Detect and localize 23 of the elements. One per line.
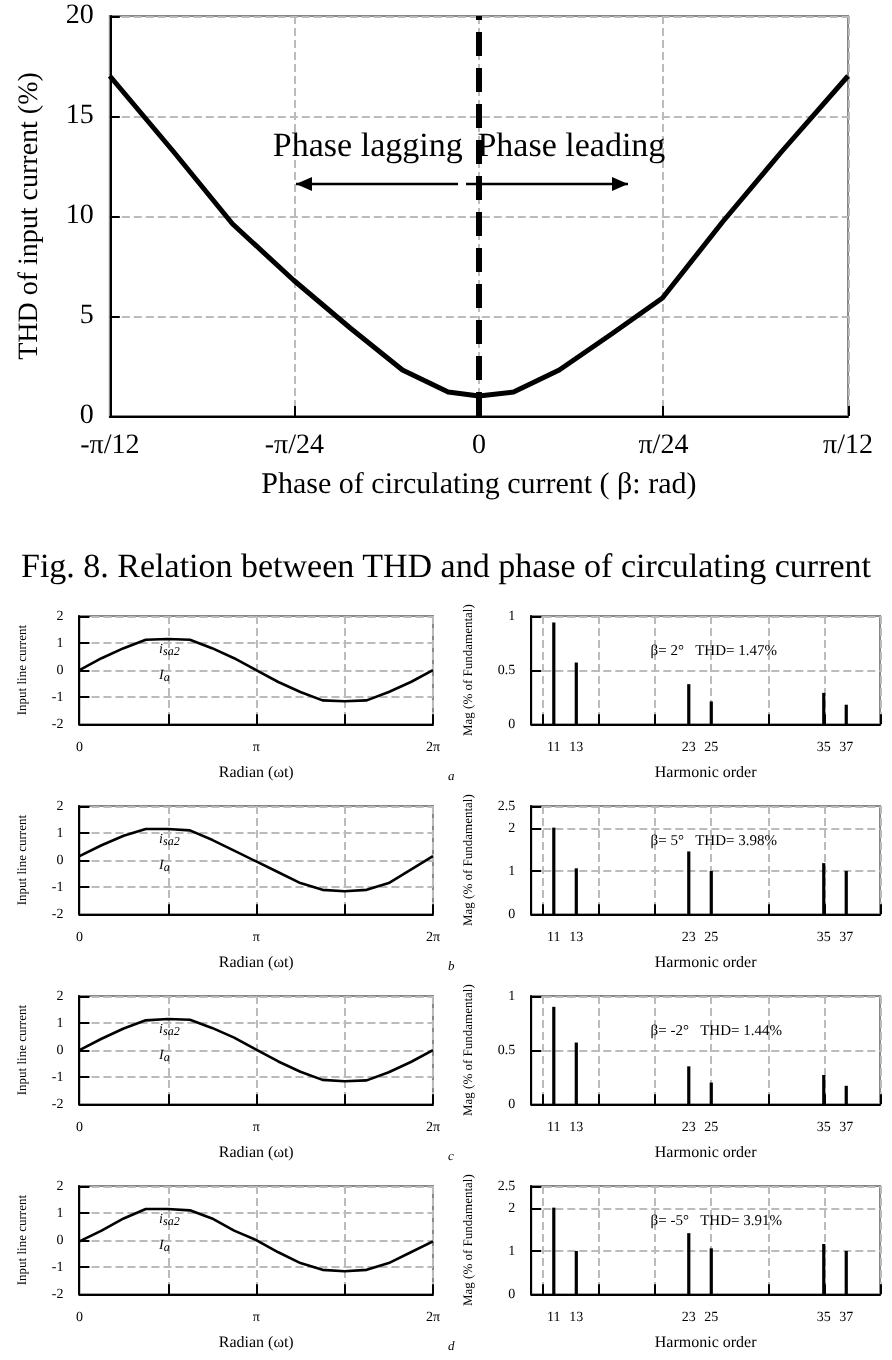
- text: Fig. 8. Relation between THD and phase of circulating current: [20, 547, 872, 585]
- x-axis-title: Radian (ωt): [218, 953, 295, 971]
- y-tick-label: 15: [65, 101, 94, 131]
- x-axis-title: Radian (ωt): [218, 1143, 295, 1161]
- x-tick-label: π/12: [823, 431, 873, 461]
- y-tick-label: 5: [79, 301, 94, 331]
- annotation: Phase lagging: [272, 126, 464, 164]
- y-tick-label: 10: [65, 201, 94, 231]
- x-tick-label: -π/24: [264, 431, 324, 461]
- x-axis-title: Harmonic order: [654, 953, 758, 971]
- x-tick-label: π/24: [638, 431, 689, 461]
- x-axis-title: Harmonic order: [654, 763, 758, 781]
- x-axis-title: Phase of circulating current ( β: rad): [261, 468, 697, 501]
- x-axis-title: Radian (ωt): [218, 1333, 295, 1351]
- x-tick-label: -π/12: [80, 431, 140, 461]
- y-tick-label: 0: [79, 401, 94, 431]
- annotation: Phase leading: [477, 126, 667, 164]
- y-axis-title: THD of input current (%): [15, 71, 45, 360]
- x-axis-title: Harmonic order: [654, 1143, 758, 1161]
- x-tick-label: 0: [471, 431, 486, 461]
- y-tick-label: 20: [65, 1, 94, 31]
- x-axis-title: Radian (ωt): [218, 763, 295, 781]
- x-axis-title: Harmonic order: [654, 1333, 758, 1351]
